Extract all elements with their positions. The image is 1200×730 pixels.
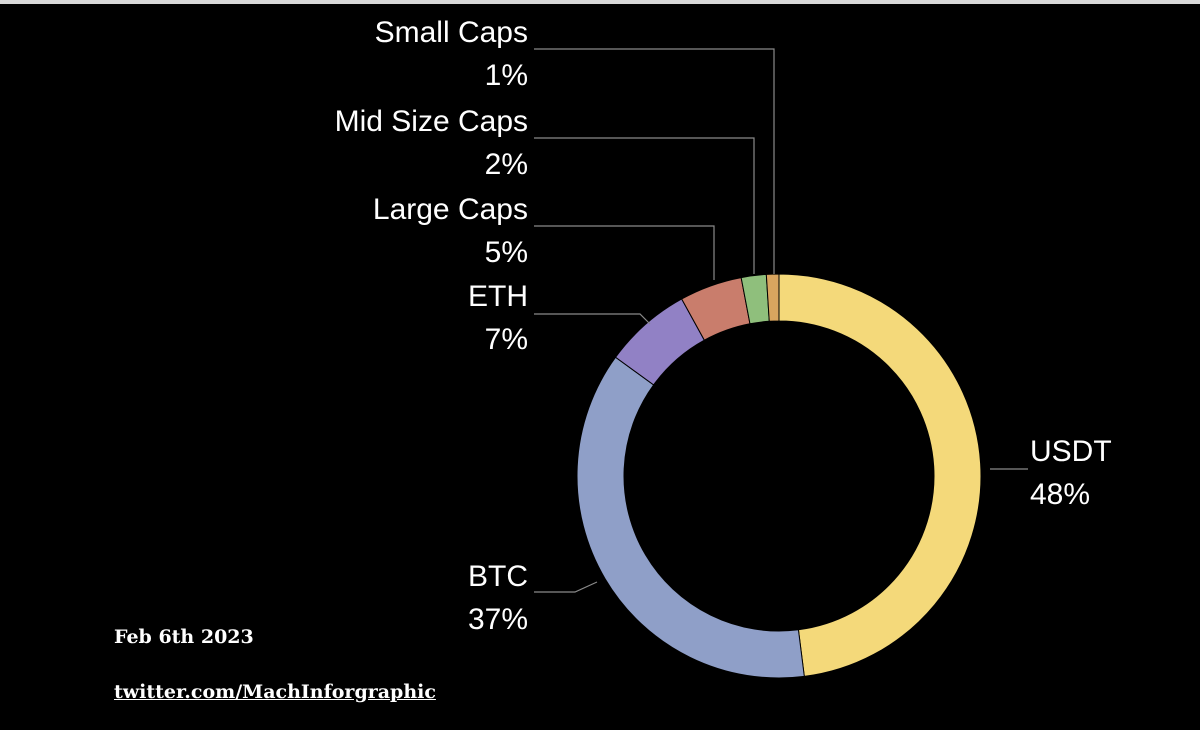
- slice-btc: [576, 356, 805, 679]
- slice-label-btc: BTC: [468, 560, 528, 593]
- slice-usdt: [778, 273, 982, 677]
- slice-value-large-caps: 5%: [485, 236, 528, 269]
- slice-label-eth: ETH: [468, 280, 528, 313]
- slice-value-small-caps: 1%: [485, 59, 528, 92]
- footer-link[interactable]: twitter.com/MachInforgraphic: [114, 681, 436, 703]
- slice-label-small-caps: Small Caps: [375, 16, 528, 49]
- slice-value-mid-size-caps: 2%: [485, 148, 528, 181]
- slice-label-mid-size-caps: Mid Size Caps: [335, 105, 528, 138]
- leader-line-btc: [534, 581, 598, 593]
- donut-chart: USDT 48% BTC 37% ETH 7% Large Caps 5% Mid Size C…: [335, 16, 1112, 679]
- footer-date: Feb 6th 2023: [114, 626, 254, 648]
- leader-line-small-caps: [534, 48, 775, 274]
- slice-value-btc: 37%: [468, 603, 528, 636]
- slice-small-caps: [765, 273, 780, 322]
- slice-value-usdt: 48%: [1030, 478, 1090, 511]
- leader-line-mid-size-caps: [534, 137, 755, 274]
- slice-label-large-caps: Large Caps: [373, 193, 528, 226]
- leader-line-large-caps: [534, 225, 715, 280]
- slice-value-eth: 7%: [485, 323, 528, 356]
- slice-label-usdt: USDT: [1030, 435, 1112, 468]
- leader-line-eth: [534, 313, 651, 325]
